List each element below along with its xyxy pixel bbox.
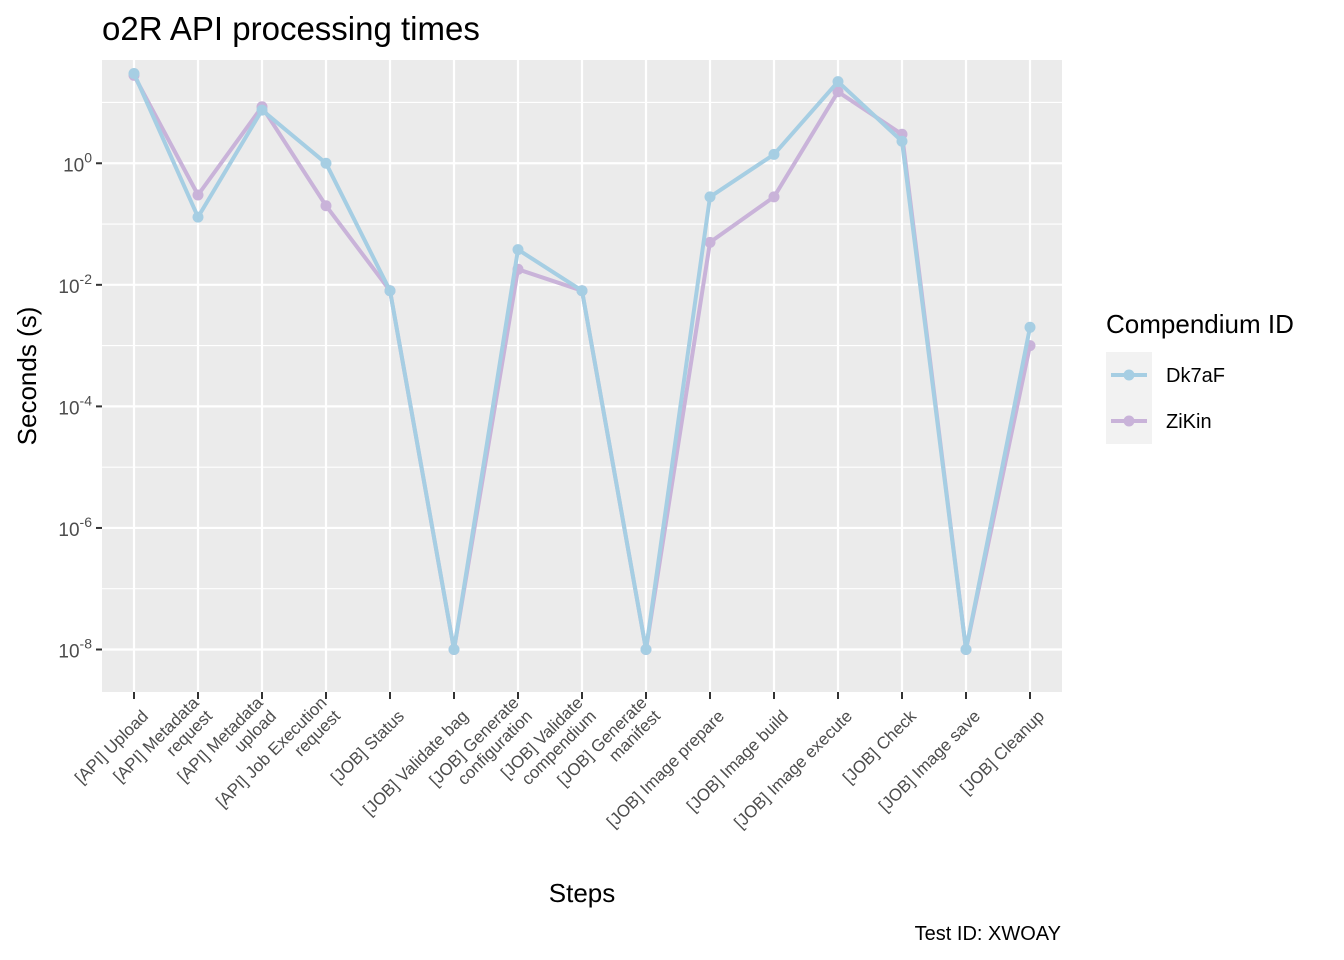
y-axis: 100 10-2 10-4 10-6 10-8 xyxy=(58,149,102,663)
y-tick-label: 10-4 xyxy=(58,392,92,419)
data-point-Dk7aF xyxy=(1024,321,1036,333)
legend-title: Compendium ID xyxy=(1106,309,1294,339)
data-point-Dk7aF xyxy=(320,157,332,169)
data-point-Dk7aF xyxy=(704,191,716,203)
data-point-Dk7aF xyxy=(128,67,140,79)
y-tick-label: 100 xyxy=(63,149,92,176)
data-point-Dk7aF xyxy=(576,285,588,297)
legend-label: ZiKin xyxy=(1166,411,1212,433)
legend-key-background xyxy=(1106,352,1152,444)
data-point-Dk7aF xyxy=(768,148,780,160)
legend: Compendium ID Dk7aF ZiKin xyxy=(1106,309,1294,444)
x-tick-label-line: [JOB] Image execute xyxy=(730,707,856,833)
grid-lines xyxy=(102,60,1062,692)
data-point-ZiKin xyxy=(704,236,716,248)
data-point-Dk7aF xyxy=(256,104,268,116)
data-point-Dk7aF xyxy=(384,285,396,297)
y-axis-title: Seconds (s) xyxy=(12,307,42,446)
data-point-Dk7aF xyxy=(640,644,652,656)
y-tick-label: 10-2 xyxy=(58,271,92,298)
legend-label: Dk7aF xyxy=(1166,365,1225,387)
y-tick-label: 10-8 xyxy=(58,636,92,663)
data-point-Dk7aF xyxy=(512,244,524,256)
data-point-ZiKin xyxy=(320,200,332,212)
data-point-ZiKin xyxy=(192,189,204,201)
data-point-Dk7aF xyxy=(448,644,460,656)
data-point-ZiKin xyxy=(768,191,780,203)
data-point-Dk7aF xyxy=(960,644,972,656)
data-point-Dk7aF xyxy=(832,76,844,88)
y-tick-label: 10-6 xyxy=(58,514,92,541)
legend-items: Dk7aF ZiKin xyxy=(1111,365,1225,433)
series-layer xyxy=(128,67,1036,656)
data-point-ZiKin xyxy=(832,86,844,98)
legend-key-point xyxy=(1123,369,1135,381)
x-axis-title: Steps xyxy=(549,878,616,908)
x-tick-label: [JOB] Image execute xyxy=(730,707,856,833)
chart-title: o2R API processing times xyxy=(102,10,480,47)
data-point-Dk7aF xyxy=(192,211,204,223)
x-tick-label-line: [API] Job Execution xyxy=(212,693,330,811)
chart-caption: Test ID: XWOAY xyxy=(915,923,1061,945)
data-point-Dk7aF xyxy=(896,135,908,147)
legend-key-point xyxy=(1123,415,1135,427)
